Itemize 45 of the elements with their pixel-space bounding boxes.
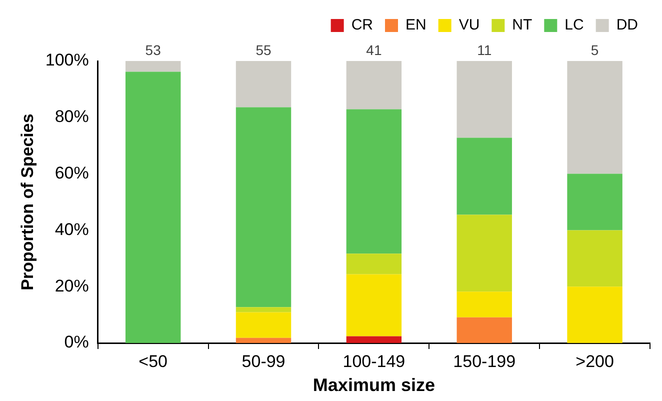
bar	[456, 214, 512, 292]
y-tick-label: 80%	[54, 107, 89, 126]
x-tick-label: 150-199	[453, 352, 516, 371]
bar	[236, 107, 292, 308]
y-tick-label: 60%	[54, 163, 89, 182]
y-tick-label: 100%	[45, 50, 89, 70]
annotation: 55	[256, 42, 272, 58]
bar	[456, 292, 512, 318]
x-tick-label: >200	[576, 352, 614, 371]
y-axis-title: Proportion of Species	[18, 114, 37, 290]
x-axis-title: Maximum size	[312, 375, 435, 396]
annotation: 53	[145, 42, 162, 58]
bar	[567, 174, 622, 230]
bar	[346, 254, 402, 274]
bar	[346, 109, 402, 254]
annotation: 11	[477, 42, 492, 58]
legend-label: EN	[405, 16, 426, 34]
bar	[236, 338, 292, 343]
bar	[567, 230, 622, 287]
y-tick-label: 0%	[64, 332, 89, 352]
bar	[236, 307, 292, 312]
bar	[125, 61, 181, 72]
bar	[456, 317, 512, 343]
bar	[236, 312, 292, 338]
bar	[346, 274, 402, 336]
bar	[567, 286, 622, 343]
x-tick-label: 100-149	[342, 352, 406, 371]
x-tick-label: 50-99	[242, 352, 286, 371]
bar	[567, 61, 622, 174]
y-tick-label: 40%	[54, 220, 89, 239]
x-tick-label: <50	[138, 352, 168, 371]
legend-label: DD	[616, 16, 638, 34]
annotation: 5	[590, 42, 599, 58]
bar	[346, 336, 402, 343]
annotation: 41	[366, 42, 382, 58]
y-tick-label: 20%	[54, 276, 89, 296]
bar	[456, 61, 512, 138]
bar	[125, 72, 181, 343]
bar	[346, 61, 402, 110]
bar	[236, 61, 292, 108]
legend-label: LC	[564, 16, 584, 34]
legend-label: CR	[351, 16, 374, 34]
legend-label: VU	[458, 16, 480, 34]
bar	[456, 138, 512, 215]
legend-label: NT	[512, 16, 532, 34]
